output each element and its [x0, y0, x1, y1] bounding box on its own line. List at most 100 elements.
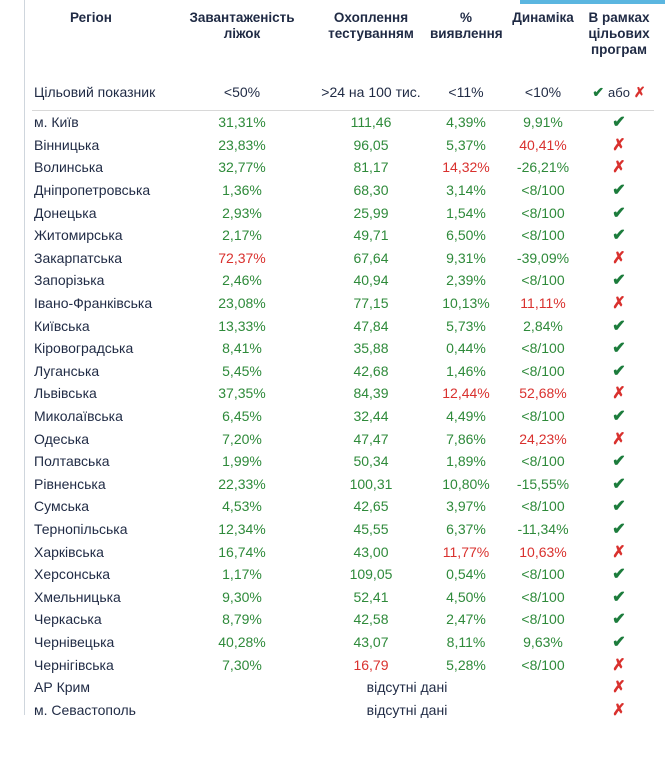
check-icon: ✔: [612, 588, 626, 606]
check-icon: ✔: [612, 340, 626, 358]
table-row: АР Крим відсутні дані ✗: [32, 676, 654, 699]
region-name: Київська: [34, 317, 90, 334]
region-name: Вінницька: [34, 136, 100, 153]
region-name: АР Крим: [34, 679, 90, 696]
status-or-label: або: [608, 84, 630, 100]
region-name: Волинська: [34, 159, 104, 176]
region-name: Дніпропетровська: [34, 182, 151, 199]
bed-load-value: 6,45%: [222, 408, 262, 425]
dynamics-value: 2,84%: [523, 317, 563, 334]
status-cell: ✔: [584, 631, 654, 654]
status-cell: ✗: [584, 134, 654, 157]
table-row: Хмельницька 9,30% 52,41 4,50% <8/100 ✔: [32, 585, 654, 608]
table-row: Херсонська 1,17% 109,05 0,54% <8/100 ✔: [32, 563, 654, 586]
table-row: Волинська 32,77% 81,17 14,32% -26,21% ✗: [32, 156, 654, 179]
detection-value: 5,37%: [446, 136, 486, 153]
bed-load-value: 23,08%: [218, 295, 266, 312]
table-row: м. Севастополь відсутні дані ✗: [32, 698, 654, 721]
header-bed-load: Завантаженість ліжок: [189, 10, 295, 41]
testing-value: 35,88: [353, 340, 389, 357]
bed-load-value: 16,74%: [218, 543, 266, 560]
testing-value: 77,15: [353, 295, 389, 312]
missing-data-note: відсутні дані: [366, 679, 448, 696]
cross-icon: ✗: [612, 136, 626, 154]
target-detection: <11%: [448, 84, 484, 100]
check-icon: ✔: [612, 453, 626, 471]
check-icon: ✔: [612, 611, 626, 629]
table-row: Полтавська 1,99% 50,34 1,89% <8/100 ✔: [32, 450, 654, 473]
table-row: Миколаївська 6,45% 32,44 4,49% <8/100 ✔: [32, 405, 654, 428]
region-name: Одеська: [34, 430, 90, 447]
status-cell: ✔: [584, 405, 654, 428]
region-name: Кіровоградська: [34, 340, 134, 357]
status-cell: ✔: [584, 495, 654, 518]
bed-load-value: 1,36%: [222, 182, 262, 199]
region-name: Івано-Франківська: [34, 295, 153, 312]
detection-value: 12,44%: [442, 385, 490, 402]
dynamics-value: <8/100: [521, 453, 565, 470]
table-row: Одеська 7,20% 47,47 7,86% 24,23% ✗: [32, 427, 654, 450]
region-name: Черкаська: [34, 611, 102, 628]
testing-value: 47,84: [353, 317, 389, 334]
testing-value: 49,71: [353, 227, 389, 244]
detection-value: 2,39%: [446, 272, 486, 289]
cross-icon: ✗: [633, 83, 646, 100]
dynamics-value: <8/100: [521, 362, 565, 379]
table-row: Черкаська 8,79% 42,58 2,47% <8/100 ✔: [32, 608, 654, 631]
header-target-programs: В рамках цільових програм: [588, 10, 650, 57]
region-name: Миколаївська: [34, 408, 123, 425]
region-name: м. Київ: [32, 109, 172, 134]
bed-load-value: 12,34%: [218, 520, 266, 537]
testing-value: 67,64: [353, 249, 389, 266]
dynamics-value: <8/100: [521, 566, 565, 583]
header-detection-rate: % виявлення: [430, 10, 503, 41]
status-cell: ✗: [584, 427, 654, 450]
dynamics-value: <8/100: [521, 204, 565, 221]
bed-load-value: 7,20%: [222, 430, 262, 447]
check-icon: ✔: [612, 633, 626, 651]
table-body: м. Київ 31,31% 111,46 4,39% 9,91% ✔ Вінницька 2…: [32, 109, 654, 722]
dynamics-value: <8/100: [521, 656, 565, 673]
status-cell: ✔: [584, 314, 654, 337]
cross-icon: ✗: [612, 385, 626, 403]
status-cell: ✔: [584, 360, 654, 383]
table-row: Харківська 16,74% 43,00 11,77% 10,63% ✗: [32, 540, 654, 563]
cross-icon: ✗: [612, 430, 626, 448]
check-icon: ✔: [612, 317, 626, 335]
dynamics-value: <8/100: [521, 340, 565, 357]
regions-table: Регіон Завантаженість ліжок Охоплення те…: [32, 8, 654, 721]
dynamics-value: 11,11%: [520, 295, 566, 312]
dynamics-value: <8/100: [521, 611, 565, 628]
dynamics-value: -39,09%: [516, 249, 570, 266]
table-row: Сумська 4,53% 42,65 3,97% <8/100 ✔: [32, 495, 654, 518]
testing-value: 52,41: [353, 588, 389, 605]
table-row: Закарпатська 72,37% 67,64 9,31% -39,09% ✗: [32, 247, 654, 270]
dynamics-value: 24,23%: [519, 430, 567, 447]
dynamics-value: 9,91%: [502, 109, 584, 134]
testing-value: 42,58: [353, 611, 389, 628]
region-name: Закарпатська: [34, 249, 123, 266]
bed-load-value: 2,93%: [222, 204, 262, 221]
dynamics-value: 40,41%: [519, 136, 567, 153]
region-name: Чернігівська: [34, 656, 114, 673]
header-region: Регіон: [70, 10, 112, 25]
detection-value: 3,97%: [446, 498, 486, 515]
detection-value: 0,54%: [446, 566, 486, 583]
bed-load-value: 8,79%: [222, 611, 262, 628]
check-icon: ✔: [612, 272, 626, 290]
check-icon: ✔: [612, 204, 626, 222]
header-row: Регіон Завантаженість ліжок Охоплення те…: [32, 8, 654, 74]
table-row: Київська 13,33% 47,84 5,73% 2,84% ✔: [32, 314, 654, 337]
empty-cell: [502, 676, 584, 699]
check-icon: ✔: [592, 83, 605, 100]
table-row: Житомирська 2,17% 49,71 6,50% <8/100 ✔: [32, 224, 654, 247]
detection-value: 0,44%: [446, 340, 486, 357]
status-cell: ✗: [584, 382, 654, 405]
testing-value: 100,31: [349, 475, 393, 492]
cross-icon: ✗: [612, 543, 626, 561]
table-row: Рівненська 22,33% 100,31 10,80% -15,55% ✔: [32, 473, 654, 496]
region-name: Сумська: [34, 498, 90, 515]
detection-value: 10,13%: [442, 295, 490, 312]
status-cell: ✗: [584, 698, 654, 721]
bed-load-value: 9,30%: [222, 588, 262, 605]
